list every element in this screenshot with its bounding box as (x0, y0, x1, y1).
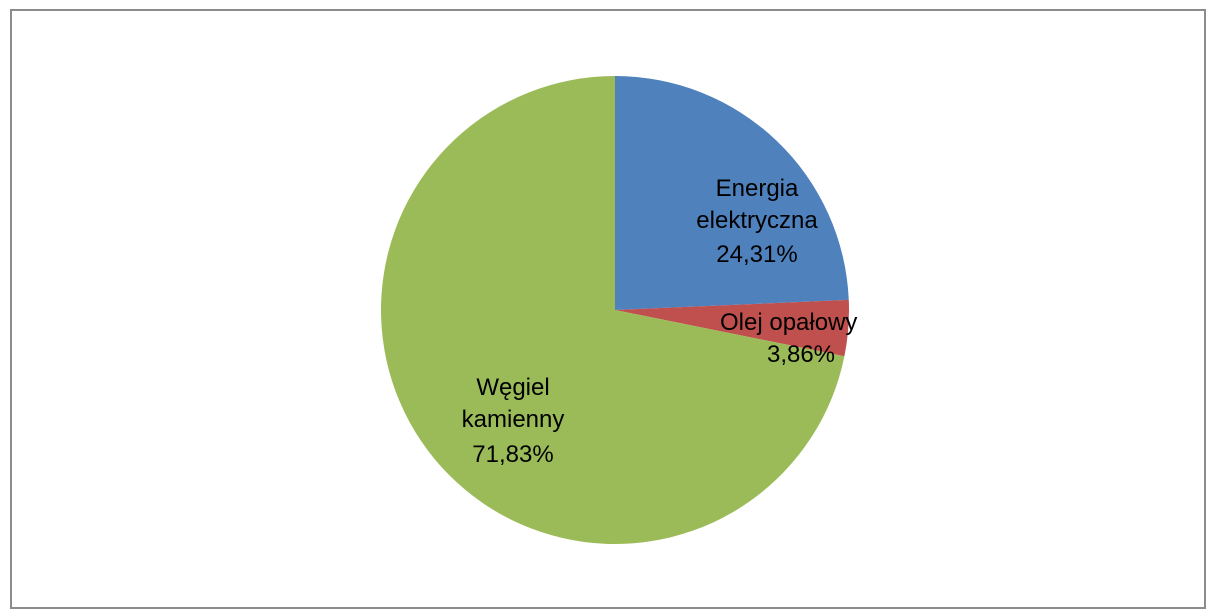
slice-label-wegiel: Węgiel kamienny 71,83% (425, 374, 565, 468)
slice-label-line2: elektryczna (696, 207, 818, 234)
slice-olej-opalowy (615, 299, 850, 357)
slice-label-energia: Energia elektryczna 24,31% (655, 175, 818, 268)
slice-percent: 3,86% (767, 341, 835, 368)
slice-label-line1: Węgiel (476, 374, 549, 401)
legend-marker-icon (655, 177, 668, 190)
slice-label-line1: Energia (716, 175, 799, 202)
legend-marker-icon (692, 312, 705, 325)
slice-percent: 24,31% (716, 241, 797, 268)
slice-label-line2: kamienny (462, 406, 565, 433)
slice-energia-elektryczna (615, 76, 849, 310)
pie-slices (381, 76, 850, 544)
slice-label-line1: Olej opałowy (720, 309, 857, 336)
slice-wegiel-kamienny (381, 76, 845, 544)
slice-percent: 71,83% (472, 441, 553, 468)
legend-marker-icon (425, 376, 438, 389)
slice-label-olej: Olej opałowy 3,86% (692, 309, 857, 368)
